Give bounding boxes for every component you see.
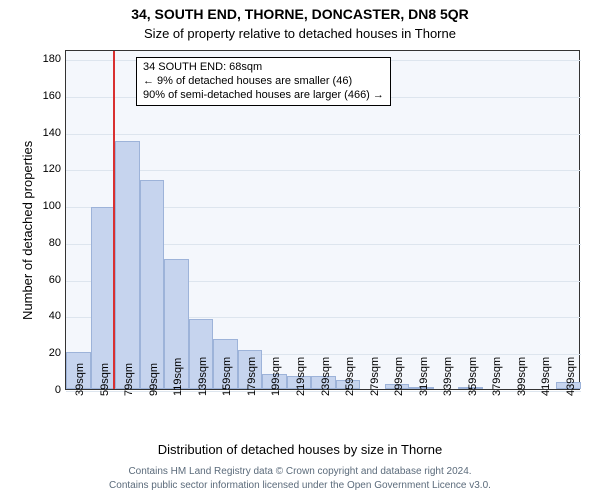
annotation-box: 34 SOUTH END: 68sqm← 9% of detached hous… [136,57,391,106]
ytick-label: 40 [49,310,61,322]
plot-area: 34 SOUTH END: 68sqm← 9% of detached hous… [65,50,580,390]
ytick-label: 80 [49,237,61,249]
y-axis-label: Number of detached properties [20,141,35,320]
footnote-line-1: Contains HM Land Registry data © Crown c… [0,466,600,477]
annotation-line: 34 SOUTH END: 68sqm [143,61,384,75]
ytick-label: 100 [43,200,61,212]
ytick-label: 180 [43,53,61,65]
ytick-label: 20 [49,347,61,359]
ytick-label: 120 [43,163,61,175]
ytick-label: 60 [49,274,61,286]
footnote-line-2: Contains public sector information licen… [0,480,600,491]
chart-subtitle: Size of property relative to detached ho… [0,26,600,41]
gridline [66,170,581,171]
figure-container: 34, SOUTH END, THORNE, DONCASTER, DN8 5Q… [0,0,600,500]
annotation-line: ← 9% of detached houses are smaller (46) [143,75,384,89]
histogram-bar [91,207,116,389]
histogram-bar [140,180,165,390]
ytick-label: 160 [43,90,61,102]
ytick-label: 0 [55,384,61,396]
ytick-label: 140 [43,127,61,139]
histogram-bar [115,141,140,389]
x-axis-label: Distribution of detached houses by size … [0,442,600,457]
chart-title: 34, SOUTH END, THORNE, DONCASTER, DN8 5Q… [0,6,600,22]
property-marker-line [113,51,115,389]
gridline [66,134,581,135]
annotation-line: 90% of semi-detached houses are larger (… [143,89,384,103]
